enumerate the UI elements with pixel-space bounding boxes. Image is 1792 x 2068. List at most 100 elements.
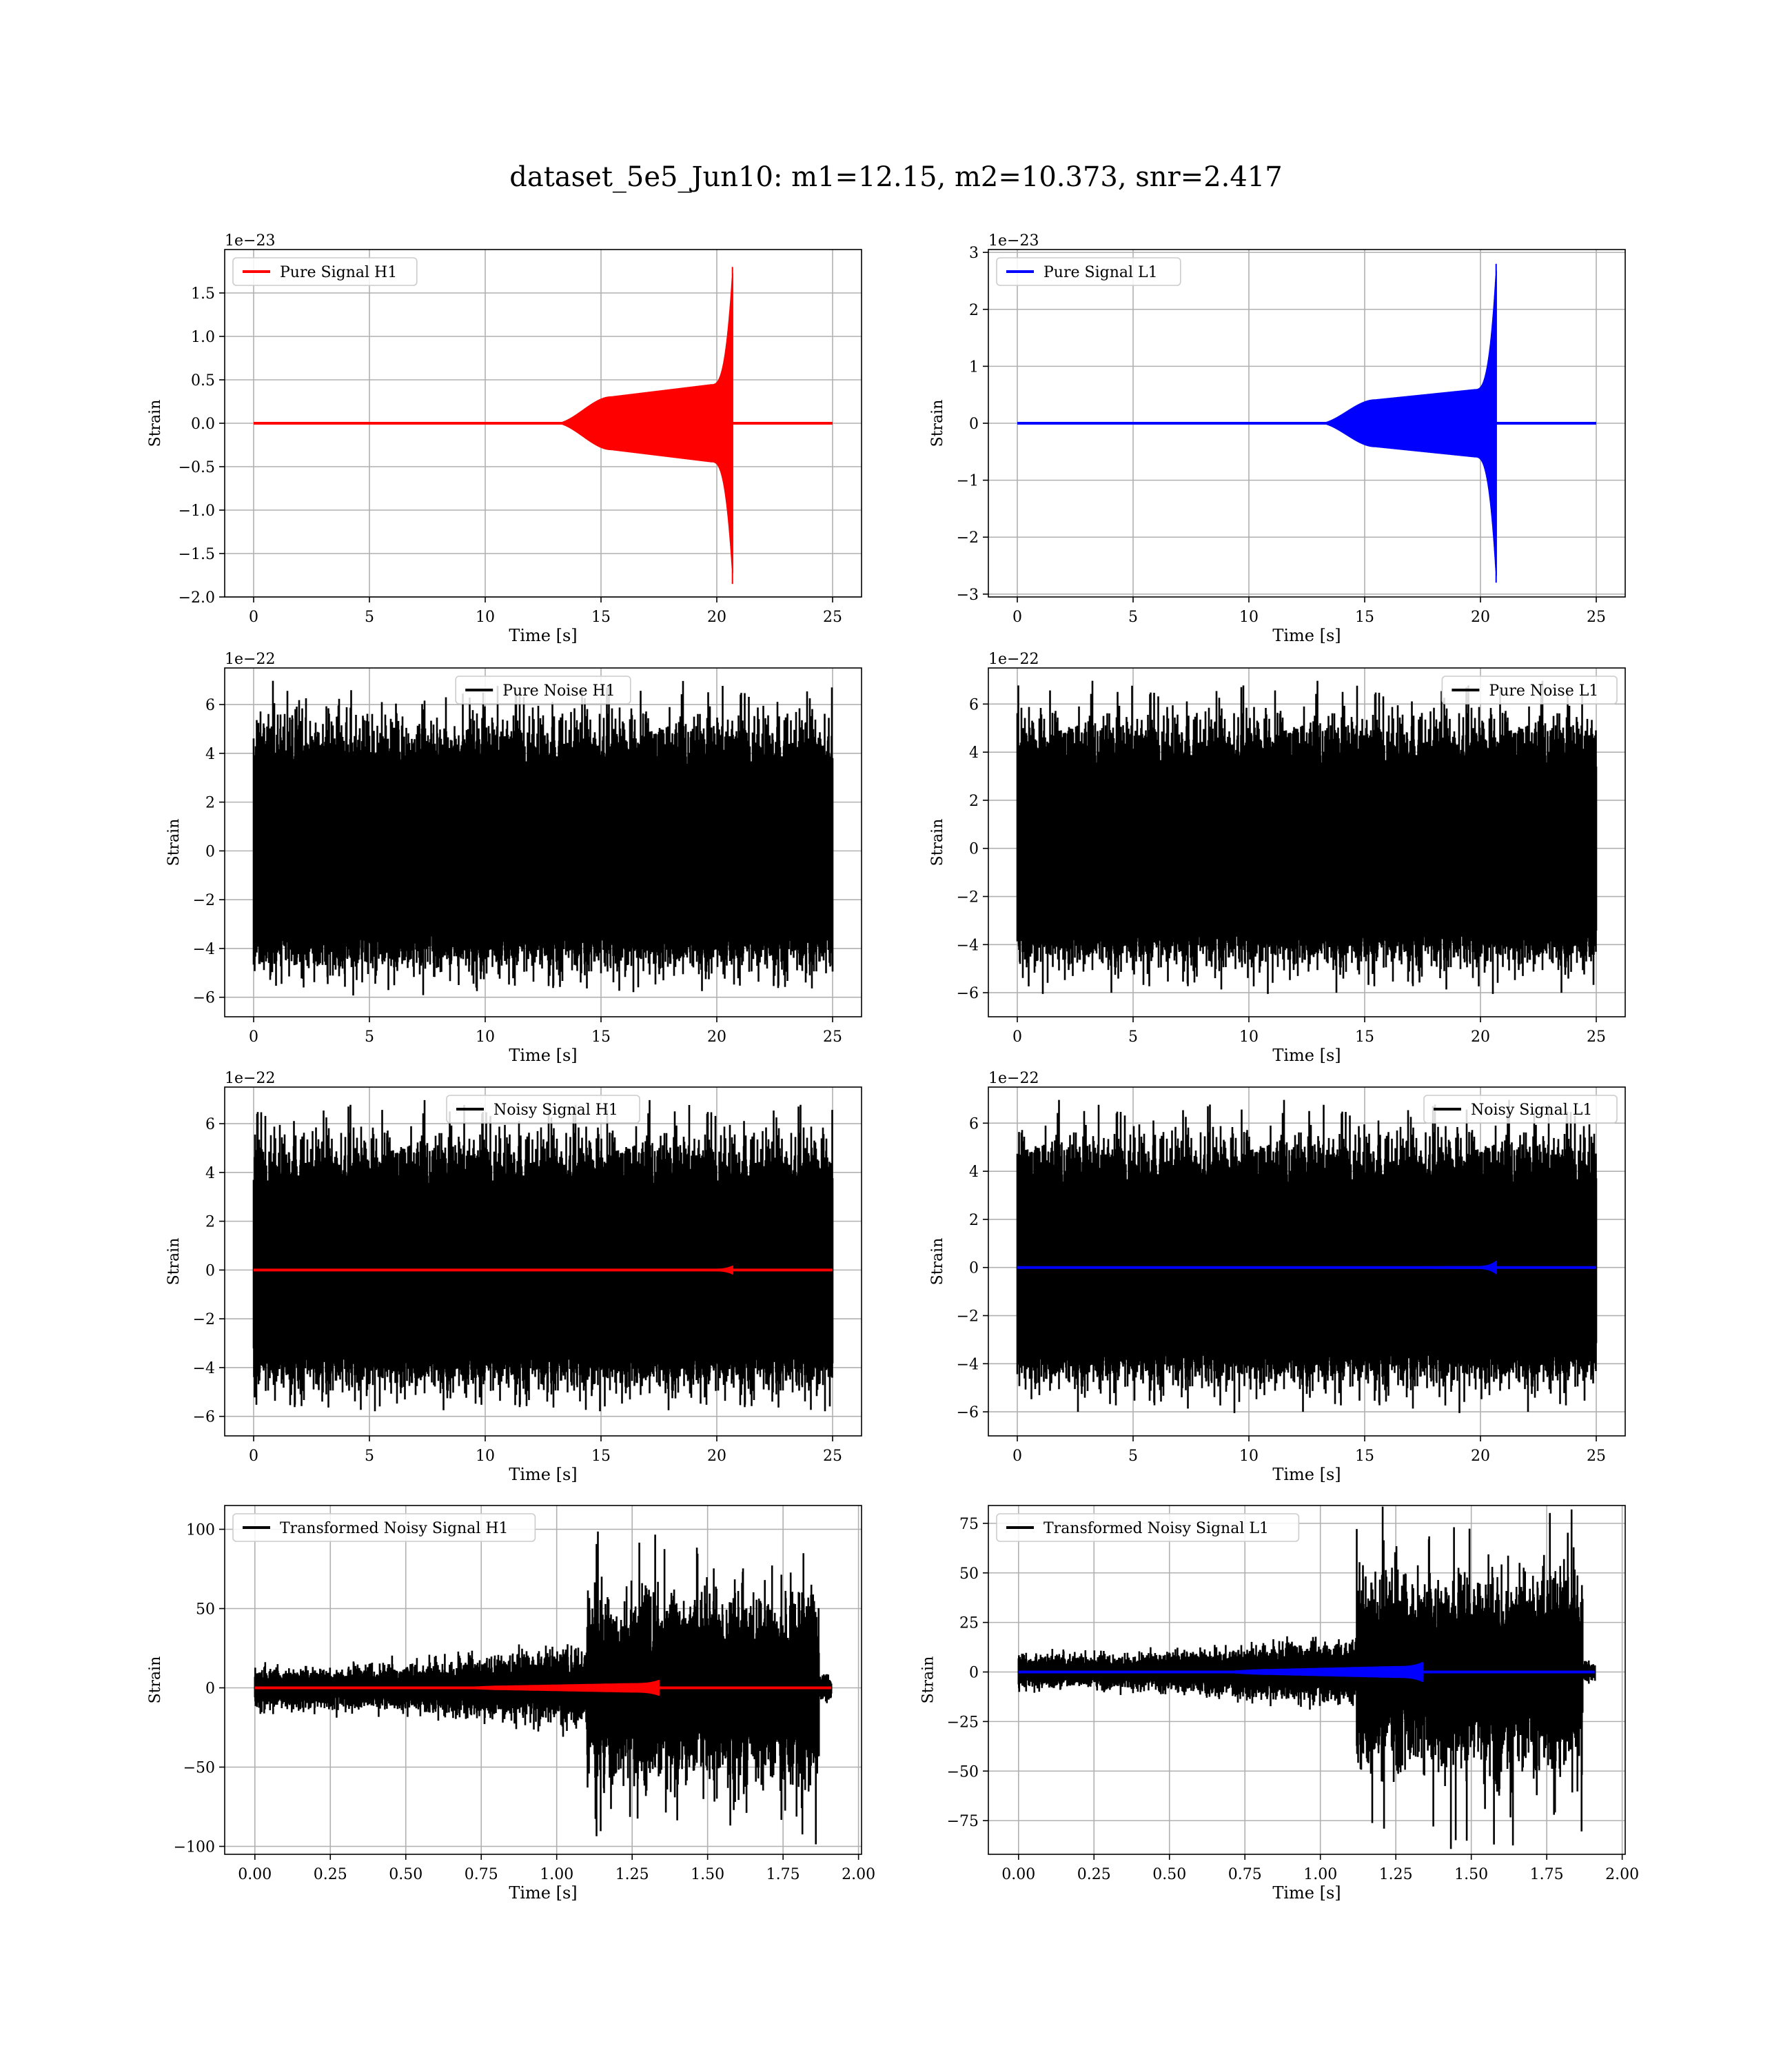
- x-tick-label: 25: [823, 609, 842, 626]
- x-tick-label: 0: [249, 1448, 258, 1465]
- y-offset-label: 1e−23: [988, 232, 1039, 250]
- y-tick-label: 3: [969, 245, 979, 262]
- x-tick-label: 1.75: [1530, 1866, 1564, 1883]
- x-tick-label: 1.00: [1303, 1866, 1337, 1883]
- legend-box: [1423, 1095, 1618, 1124]
- y-axis-label: Strain: [920, 1656, 937, 1704]
- x-tick-label: 15: [591, 609, 611, 626]
- plot-area: [1017, 1506, 1596, 1849]
- y-tick-label: −4: [193, 1360, 215, 1377]
- x-tick-label: 1.75: [766, 1866, 800, 1883]
- chart-panel-transformed-noisy-signal-l1: 0.00 0.25 0.50 0.75 1.00 1.25 1.50 1.75 2.00 Time…: [920, 1505, 1639, 1903]
- y-tick-label: −100: [174, 1839, 215, 1856]
- x-axis: 0 5 10 15 20 25 Time [s]: [1012, 1436, 1606, 1484]
- y-tick-label: 4: [205, 1165, 215, 1182]
- legend: Pure Noise L1: [1441, 676, 1618, 704]
- y-tick-label: 4: [205, 746, 215, 763]
- x-tick-label: 25: [1587, 1448, 1606, 1465]
- y-axis-label: Strain: [165, 1238, 183, 1286]
- x-tick-label: 0: [1012, 1448, 1022, 1465]
- x-tick-label: 5: [365, 609, 374, 626]
- x-tick-label: 15: [591, 1028, 611, 1046]
- x-tick-label: 0.50: [389, 1866, 422, 1883]
- x-axis-label: Time [s]: [509, 1883, 577, 1903]
- y-tick-label: 25: [959, 1615, 979, 1632]
- x-tick-label: 1.50: [691, 1866, 724, 1883]
- axes-frame: [988, 1086, 1626, 1437]
- x-axis: 0 5 10 15 20 25 Time [s]: [249, 597, 842, 645]
- y-axis: −6 −4 −2 0 2 4 6 Strain 1e−22: [929, 1070, 1039, 1421]
- x-axis-label: Time [s]: [509, 1046, 577, 1065]
- legend-label: Noisy Signal L1: [1471, 1102, 1592, 1119]
- legend-label: Pure Noise H1: [502, 682, 615, 700]
- series-line-0: [252, 680, 834, 996]
- y-tick-label: −2: [957, 889, 979, 906]
- y-axis: −6 −4 −2 0 2 4 6 Strain 1e−22: [929, 651, 1039, 1002]
- y-axis-label: Strain: [147, 400, 164, 447]
- x-tick-label: 5: [1128, 1448, 1138, 1465]
- y-tick-label: −25: [947, 1714, 979, 1731]
- x-tick-label: 5: [1128, 1028, 1138, 1046]
- x-tick-label: 20: [707, 1448, 726, 1465]
- y-tick-label: −2: [193, 892, 215, 909]
- x-tick-label: 1.00: [540, 1866, 573, 1883]
- x-axis: 0 5 10 15 20 25 Time [s]: [1012, 597, 1606, 645]
- y-tick-label: −3: [957, 587, 979, 604]
- x-tick-label: 5: [365, 1028, 374, 1046]
- x-tick-label: 25: [1587, 1028, 1606, 1046]
- y-tick-label: −1.5: [179, 546, 215, 563]
- y-tick-label: 0.0: [191, 416, 215, 433]
- y-axis-label: Strain: [929, 1238, 946, 1286]
- x-tick-label: 2.00: [842, 1866, 875, 1883]
- series-line-1: [560, 1266, 733, 1275]
- x-tick-label: 0.25: [1077, 1866, 1111, 1883]
- y-tick-label: 2: [969, 302, 979, 319]
- series-line-0: [1318, 263, 1497, 583]
- chart-panel-noisy-signal-h1: 0 5 10 15 20 25 Time [s] −6 −4 −2 0 2 4 6 Strain 1e−22 N…: [165, 1070, 862, 1484]
- y-tick-label: −2: [957, 529, 979, 547]
- y-tick-label: 6: [205, 697, 215, 714]
- y-tick-label: 1.0: [191, 329, 215, 346]
- plot-area: [1016, 680, 1598, 994]
- axes-frame: [224, 1505, 862, 1855]
- y-tick-label: −1.0: [179, 503, 215, 520]
- y-tick-label: 0: [969, 841, 979, 858]
- series-line-0: [555, 267, 733, 585]
- chart-panel-pure-signal-h1: 0 5 10 15 20 25 Time [s] −2.0 −1.5 −1.0 −0.5 0.0 0.5…: [147, 232, 862, 645]
- y-tick-label: −6: [957, 1404, 979, 1421]
- x-tick-label: 20: [707, 609, 726, 626]
- y-axis-label: Strain: [165, 819, 183, 866]
- x-tick-label: 25: [823, 1028, 842, 1046]
- y-tick-label: −6: [957, 985, 979, 1002]
- x-tick-label: 10: [1239, 1028, 1259, 1046]
- x-axis-label: Time [s]: [1272, 1046, 1341, 1065]
- y-tick-label: −6: [193, 990, 215, 1007]
- x-tick-label: 15: [1355, 609, 1374, 626]
- x-tick-label: 5: [1128, 609, 1138, 626]
- y-tick-label: 1: [969, 358, 979, 376]
- y-tick-label: 0: [205, 1681, 215, 1698]
- y-tick-label: 0: [969, 1665, 979, 1682]
- legend-box: [996, 1513, 1300, 1542]
- y-tick-label: −75: [947, 1813, 979, 1830]
- legend-box: [455, 676, 631, 704]
- x-axis-label: Time [s]: [509, 1465, 577, 1484]
- series-line-0: [1016, 680, 1598, 994]
- legend-label: Transformed Noisy Signal L1: [1043, 1520, 1269, 1537]
- x-tick-label: 0.75: [465, 1866, 498, 1883]
- legend-box: [1441, 676, 1618, 704]
- x-tick-label: 1.25: [615, 1866, 649, 1883]
- y-axis: −75 −50 −25 0 25 50 75 Strain: [920, 1516, 988, 1830]
- y-tick-label: −4: [193, 941, 215, 958]
- x-tick-label: 2.00: [1605, 1866, 1639, 1883]
- y-tick-label: −6: [193, 1409, 215, 1426]
- x-tick-label: 0.50: [1152, 1866, 1186, 1883]
- chart-panel-pure-signal-l1: 0 5 10 15 20 25 Time [s] −3 −2 −1 0 1 2 3 Strain 1e−23P…: [929, 232, 1626, 645]
- x-tick-label: 20: [1471, 1448, 1490, 1465]
- x-axis: 0 5 10 15 20 25 Time [s]: [1012, 1017, 1606, 1065]
- y-offset-label: 1e−22: [225, 651, 275, 668]
- legend: Pure Signal L1: [996, 257, 1181, 286]
- y-tick-label: 2: [205, 1214, 215, 1231]
- series-line-1: [440, 1680, 660, 1696]
